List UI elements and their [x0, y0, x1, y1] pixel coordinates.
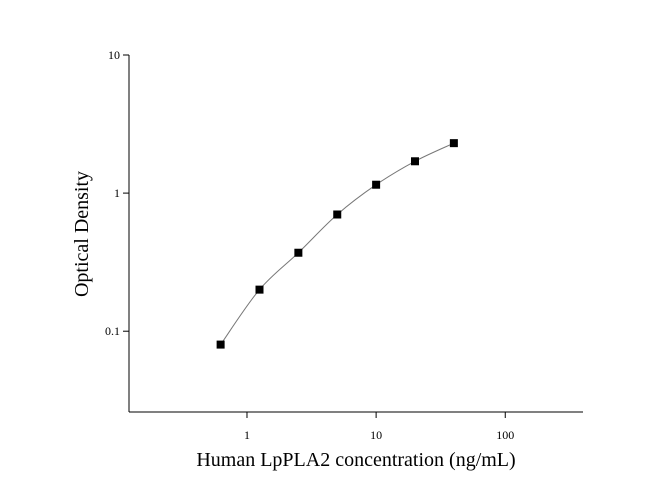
- point: [410, 157, 419, 166]
- x-tick-label: 1: [244, 428, 250, 442]
- point: [372, 180, 381, 189]
- point: [449, 139, 458, 148]
- fit-curve: [220, 142, 455, 345]
- point: [294, 248, 303, 257]
- y-tick-label: 0.1: [105, 324, 120, 338]
- point: [333, 210, 342, 219]
- y-axis-title: Optical Density: [71, 171, 93, 297]
- y-tick-label: 10: [108, 48, 120, 62]
- x-axis-title: Human LpPLA2 concentration (ng/mL): [196, 449, 515, 471]
- x-tick-label: 10: [370, 428, 382, 442]
- y-tick-label: 1: [114, 186, 120, 200]
- x-tick-label: 100: [496, 428, 514, 442]
- point: [255, 285, 264, 294]
- point: [216, 340, 225, 349]
